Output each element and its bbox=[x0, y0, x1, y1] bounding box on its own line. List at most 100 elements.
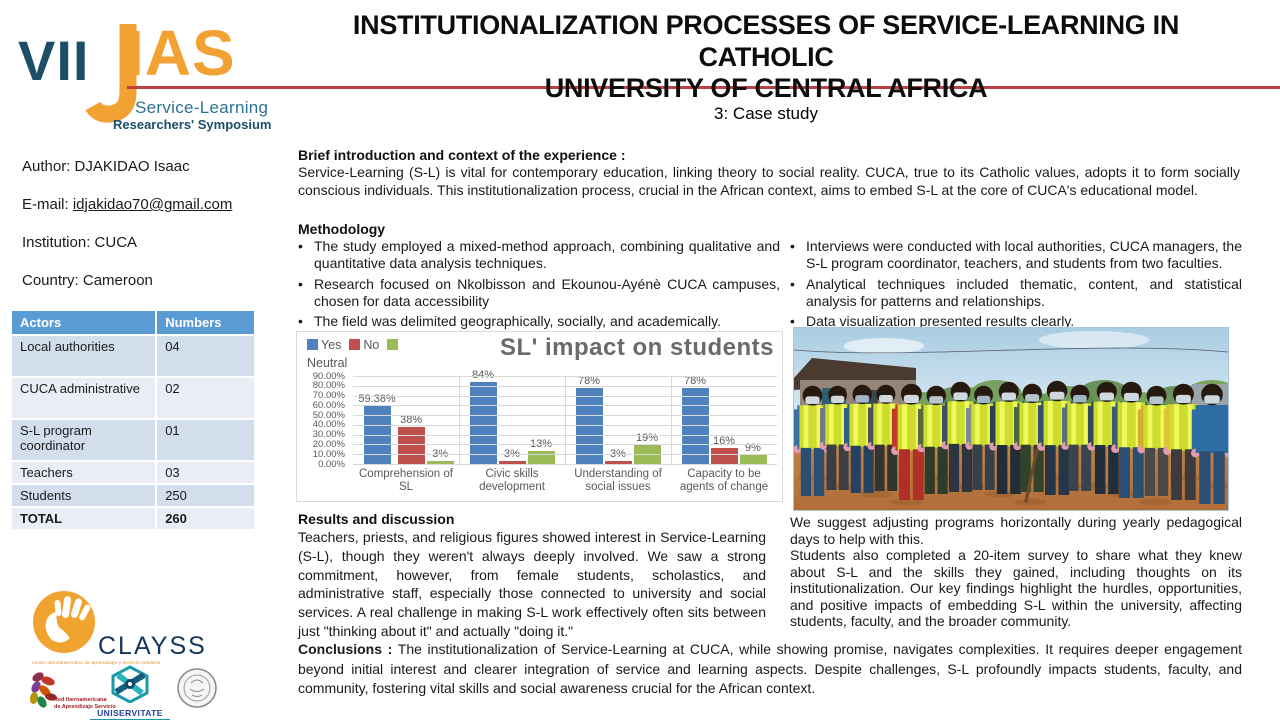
legend-swatch-yes bbox=[307, 339, 318, 350]
methodology-bullet: • The study employed a mixed-method appro… bbox=[298, 238, 780, 272]
bar-wrap: 3% bbox=[426, 448, 454, 464]
table-cell-number: 260 bbox=[157, 508, 254, 529]
bar-wrap: 3% bbox=[604, 448, 632, 464]
partner-logos-row: Red Iberoamericana de Aprendizaje Servic… bbox=[24, 665, 254, 720]
clayss-wordmark: CLAYSS bbox=[98, 632, 207, 660]
clayss-logo: CLAYSS centro latinoamericano de aprendi… bbox=[30, 588, 230, 665]
chart-legend: Yes No Neutral bbox=[307, 337, 429, 372]
bar-value-label: 3% bbox=[504, 448, 520, 461]
legend-swatch-neutral bbox=[387, 339, 399, 350]
logo-subtitle-1: Service-Learning bbox=[135, 98, 269, 117]
bar-wrap: 84% bbox=[469, 368, 497, 464]
table-cell-number: 250 bbox=[157, 485, 254, 506]
bar-no bbox=[604, 461, 632, 464]
gridline bbox=[353, 464, 777, 465]
email-link[interactable]: idjakidao70@gmail.com bbox=[72, 196, 233, 213]
bar-value-label: 13% bbox=[529, 438, 553, 451]
bar-wrap: 9% bbox=[739, 442, 767, 464]
red-network-flower-icon bbox=[29, 672, 57, 708]
category-separator bbox=[671, 376, 672, 464]
poster-title-line1: INSTITUTIONALIZATION PROCESSES OF SERVIC… bbox=[352, 10, 1180, 72]
bar-neutral bbox=[739, 455, 767, 464]
x-axis-label: Understanding of social issues bbox=[574, 468, 662, 494]
bar-value-label: 84% bbox=[471, 368, 495, 381]
logo-vii-text: VII bbox=[18, 29, 90, 92]
right-paragraph-1: We suggest adjusting programs horizontal… bbox=[790, 514, 1242, 547]
uniservitate-wordmark: UNISERVITATE bbox=[90, 708, 170, 720]
right-paragraph-2: Students also completed a 20-item survey… bbox=[790, 547, 1242, 630]
author-institution: Institution: CUCA bbox=[22, 234, 138, 251]
bar-group: 78% 3% 19% bbox=[565, 374, 671, 464]
bar-wrap: 16% bbox=[710, 435, 738, 464]
y-axis-tick: 70.00% bbox=[312, 390, 345, 402]
chart-title: SL' impact on students bbox=[499, 334, 774, 361]
right-column-text: We suggest adjusting programs horizontal… bbox=[790, 514, 1242, 630]
logo-ias-text: IAS bbox=[126, 17, 236, 89]
red-iberoamericana-logo: Red Iberoamericana de Aprendizaje Servic… bbox=[24, 669, 116, 720]
actors-table-header-cell: Numbers bbox=[157, 311, 254, 334]
bar-value-label: 16% bbox=[712, 435, 736, 448]
table-row: CUCA administrative 02 bbox=[12, 378, 254, 418]
table-cell-actor: Students bbox=[12, 485, 156, 506]
uniservitate-logo: UNISERVITATE bbox=[90, 665, 170, 720]
bar-wrap: 19% bbox=[633, 432, 661, 464]
email-label: E-mail: bbox=[22, 196, 73, 213]
y-axis-tick: 20.00% bbox=[312, 438, 345, 450]
author-email-line: E-mail: idjakidao70@gmail.com bbox=[22, 196, 282, 213]
conclusions-block: Conclusions : The institutionalization o… bbox=[298, 640, 1242, 699]
author-name: Author: DJAKIDAO Isaac bbox=[22, 158, 190, 175]
y-axis-tick: 80.00% bbox=[312, 380, 345, 392]
bar-wrap: 13% bbox=[527, 438, 555, 464]
table-cell-actor: TOTAL bbox=[12, 508, 156, 529]
conclusions-text: The institutionalization of Service-Lear… bbox=[298, 641, 1243, 697]
methodology-bullets-left: • The study employed a mixed-method appro… bbox=[298, 238, 780, 334]
intro-heading: Brief introduction and context of the ex… bbox=[298, 147, 626, 163]
legend-label: Neutral bbox=[307, 355, 348, 370]
poster-subtitle: 3: Case study bbox=[714, 104, 818, 123]
uniservitate-knot-icon bbox=[111, 665, 149, 704]
poster-title: INSTITUTIONALIZATION PROCESSES OF SERVIC… bbox=[292, 10, 1240, 105]
header-divider-line bbox=[127, 86, 1280, 89]
logo-subtitle-2: Researchers' Symposium bbox=[113, 117, 272, 132]
table-cell-actor: Local authorities bbox=[12, 336, 156, 376]
y-axis-tick: 50.00% bbox=[312, 409, 345, 421]
legend-label: Yes bbox=[321, 338, 342, 352]
university-seal-icon bbox=[176, 667, 218, 714]
table-cell-actor: CUCA administrative bbox=[12, 378, 156, 418]
table-cell-actor: S-L program coordinator bbox=[12, 420, 156, 460]
bar-value-label: 78% bbox=[683, 374, 707, 387]
poster-title-line2: UNIVERSITY OF CENTRAL AFRICA bbox=[544, 73, 988, 104]
table-row: Teachers 03 bbox=[12, 462, 254, 483]
bar-value-label: 38% bbox=[400, 413, 423, 426]
volunteers-photo-image bbox=[793, 328, 1238, 510]
table-cell-actor: Teachers bbox=[12, 462, 156, 483]
chart-plot-area: 59.38% 38% 3% 84% 3% 13% 78% 3% 19% 78% 16% 9% bbox=[353, 369, 777, 465]
table-row: TOTAL 260 bbox=[12, 508, 254, 529]
y-axis-tick: 60.00% bbox=[312, 399, 345, 411]
actors-table: Actors Numbers Local authorities 04 CUCA ad… bbox=[10, 309, 256, 531]
actors-table-body: Local authorities 04 CUCA administrative 02… bbox=[12, 336, 254, 529]
volunteers-photo bbox=[793, 327, 1238, 511]
author-block: Author: DJAKIDAO Isaac E-mail: idjakidao… bbox=[22, 158, 282, 310]
symposium-logo: VII IAS Service-Learning Researchers' Sy… bbox=[8, 4, 288, 134]
actors-table-header-row: Actors Numbers bbox=[12, 311, 254, 334]
bar-no bbox=[498, 461, 526, 464]
table-row: Students 250 bbox=[12, 485, 254, 506]
bar-wrap: 78% bbox=[681, 374, 709, 464]
methodology-bullet: • Interviews were conducted with local au… bbox=[790, 238, 1242, 272]
bar-group: 78% 16% 9% bbox=[671, 374, 777, 464]
clayss-tagline: centro latinoamericano de aprendizaje y … bbox=[32, 660, 161, 665]
results-heading: Results and discussion bbox=[298, 511, 455, 527]
chart-x-axis-labels: Comprehension of SL Civic skills developm… bbox=[353, 468, 777, 494]
sl-impact-chart: Yes No Neutral SL' impact on students 90.0… bbox=[296, 331, 783, 502]
table-cell-number: 03 bbox=[157, 462, 254, 483]
clayss-hand-icon bbox=[33, 591, 95, 653]
bar-value-label: 78% bbox=[577, 374, 601, 387]
legend-label: No bbox=[363, 338, 380, 352]
actors-table-header-cell: Actors bbox=[12, 311, 156, 334]
table-cell-number: 04 bbox=[157, 336, 254, 376]
chart-y-axis: 90.00% 80.00% 70.00% 60.00% 50.00% 40.00% 30.0… bbox=[297, 371, 349, 474]
red-network-label: Red Iberoamericana de Aprendizaje Servic… bbox=[54, 697, 116, 710]
bar-yes bbox=[469, 381, 497, 464]
